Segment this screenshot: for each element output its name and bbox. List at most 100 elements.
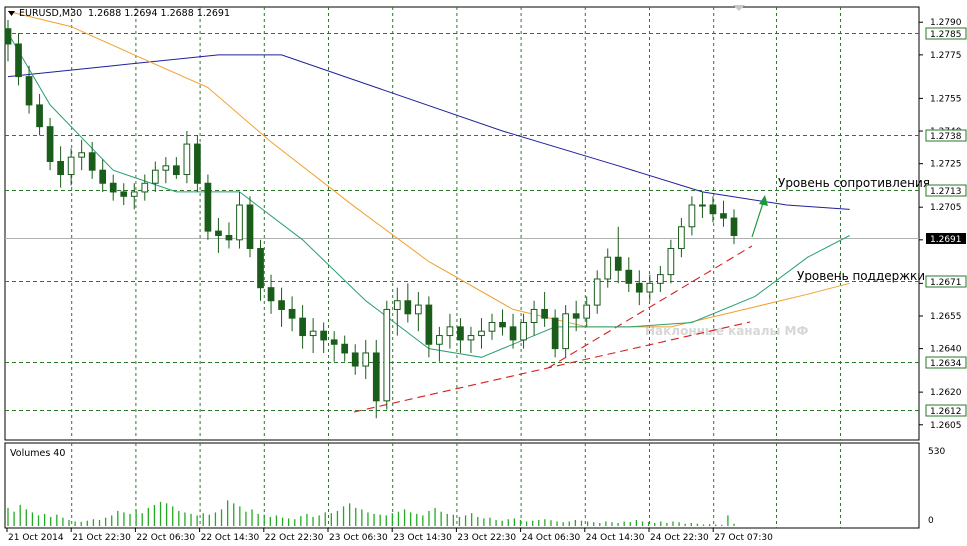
candle xyxy=(688,196,696,236)
candle xyxy=(36,94,43,136)
candle xyxy=(299,305,306,349)
level-tag-box xyxy=(925,404,967,417)
trend-line-upper xyxy=(547,245,753,369)
candle-body xyxy=(236,204,243,241)
y-tick-label: 1.2725 xyxy=(930,160,962,170)
candle xyxy=(67,148,75,186)
support-label: Уровень поддержки xyxy=(797,269,925,283)
candle-body xyxy=(309,330,317,337)
level-tags: 1.2785 1.2738 1.2713 1.2671 1.2634 1.2612 xyxy=(925,27,967,417)
scroll-shift-icon[interactable] xyxy=(733,5,745,11)
candle xyxy=(730,209,738,245)
candles xyxy=(4,20,738,419)
candle-body xyxy=(246,204,254,250)
candle xyxy=(499,309,506,336)
volume-scale-top: 530 xyxy=(928,447,945,457)
candle xyxy=(436,326,443,362)
y-tick-label: 1.2705 xyxy=(930,203,962,213)
candle xyxy=(572,300,580,332)
candle xyxy=(99,159,107,192)
svg-text:1.2691: 1.2691 xyxy=(930,235,962,245)
candle-body xyxy=(530,308,538,324)
ohlc-label: 1.2688 1.2694 1.2688 1.2691 xyxy=(88,8,230,19)
candle xyxy=(635,270,643,306)
candle-body xyxy=(278,300,285,310)
candle-body xyxy=(172,165,180,176)
candle-body xyxy=(57,160,64,176)
candle xyxy=(309,318,317,353)
candle-body xyxy=(646,282,654,293)
candle xyxy=(414,292,422,332)
candle xyxy=(614,226,622,284)
candle-body xyxy=(130,191,138,197)
candle xyxy=(604,248,612,288)
candle xyxy=(236,191,243,249)
x-tick-label: 22 Oct 22:30 xyxy=(265,533,324,543)
candle-body xyxy=(141,182,149,193)
y-tick-label: 1.2655 xyxy=(930,312,962,322)
candle-body xyxy=(635,282,643,293)
candle-body xyxy=(351,352,359,367)
candle xyxy=(530,300,538,336)
candle xyxy=(204,174,212,240)
candle xyxy=(625,257,633,293)
candle-body xyxy=(414,304,422,315)
up-arrow-icon xyxy=(751,195,768,238)
candle xyxy=(320,322,328,353)
candle xyxy=(141,174,149,201)
level-tag-label: 1.2671 xyxy=(930,278,962,288)
candle-body xyxy=(320,330,328,341)
candle xyxy=(267,274,275,314)
candle xyxy=(4,20,12,62)
y-tick-label: 1.2605 xyxy=(930,421,962,431)
level-tag-box xyxy=(925,184,967,197)
candle xyxy=(246,196,254,258)
candle xyxy=(257,239,264,301)
candle xyxy=(446,313,454,349)
candle-body xyxy=(562,313,570,350)
candle xyxy=(288,296,296,332)
candle xyxy=(551,309,559,358)
candle-body xyxy=(625,269,633,284)
x-tick-label: 23 Oct 14:30 xyxy=(393,533,452,543)
candle-body xyxy=(583,304,591,319)
x-tick-label: 24 Oct 06:30 xyxy=(522,533,581,543)
time-axis: 21 Oct 2014 21 Oct 22:30 22 Oct 06:30 22 Oc… xyxy=(6,528,773,543)
moving-average-line xyxy=(7,54,850,210)
chart-header: EURUSD,M30 1.2688 1.2694 1.2688 1.2691 xyxy=(8,8,230,19)
x-tick-label: 24 Oct 22:30 xyxy=(650,533,709,543)
candle-body xyxy=(36,104,43,128)
level-tag-box xyxy=(925,275,967,288)
level-tag-box xyxy=(925,356,967,369)
volume-label: Volumes 40 xyxy=(10,448,65,459)
level-tag-label: 1.2713 xyxy=(930,187,962,197)
volume-bars xyxy=(7,500,735,526)
x-tick-label: 23 Oct 06:30 xyxy=(329,533,388,543)
candle-body xyxy=(720,213,727,219)
candle-body xyxy=(614,256,622,271)
candle xyxy=(341,335,349,362)
candle xyxy=(667,239,675,284)
resistance-label: Уровень сопротивления xyxy=(778,176,930,190)
trend-line-lower xyxy=(353,321,751,413)
candle-body xyxy=(436,335,443,345)
candle-body xyxy=(67,156,75,176)
candle xyxy=(467,326,475,353)
candle-body xyxy=(341,343,349,354)
candle-body xyxy=(194,143,201,184)
candle xyxy=(362,339,370,380)
candle-body xyxy=(383,308,391,402)
y-tick-label: 1.2775 xyxy=(930,51,962,61)
candle-body xyxy=(446,326,454,337)
candle-body xyxy=(541,308,548,319)
candle xyxy=(678,218,685,258)
volume-panel-frame xyxy=(4,442,920,529)
dropdown-icon xyxy=(8,11,15,16)
main-panel-frame xyxy=(4,6,920,441)
candle xyxy=(583,296,591,327)
candle-body xyxy=(183,143,191,176)
x-tick-label: 23 Oct 22:30 xyxy=(457,533,516,543)
candle xyxy=(593,270,601,314)
candle-body xyxy=(204,182,212,232)
